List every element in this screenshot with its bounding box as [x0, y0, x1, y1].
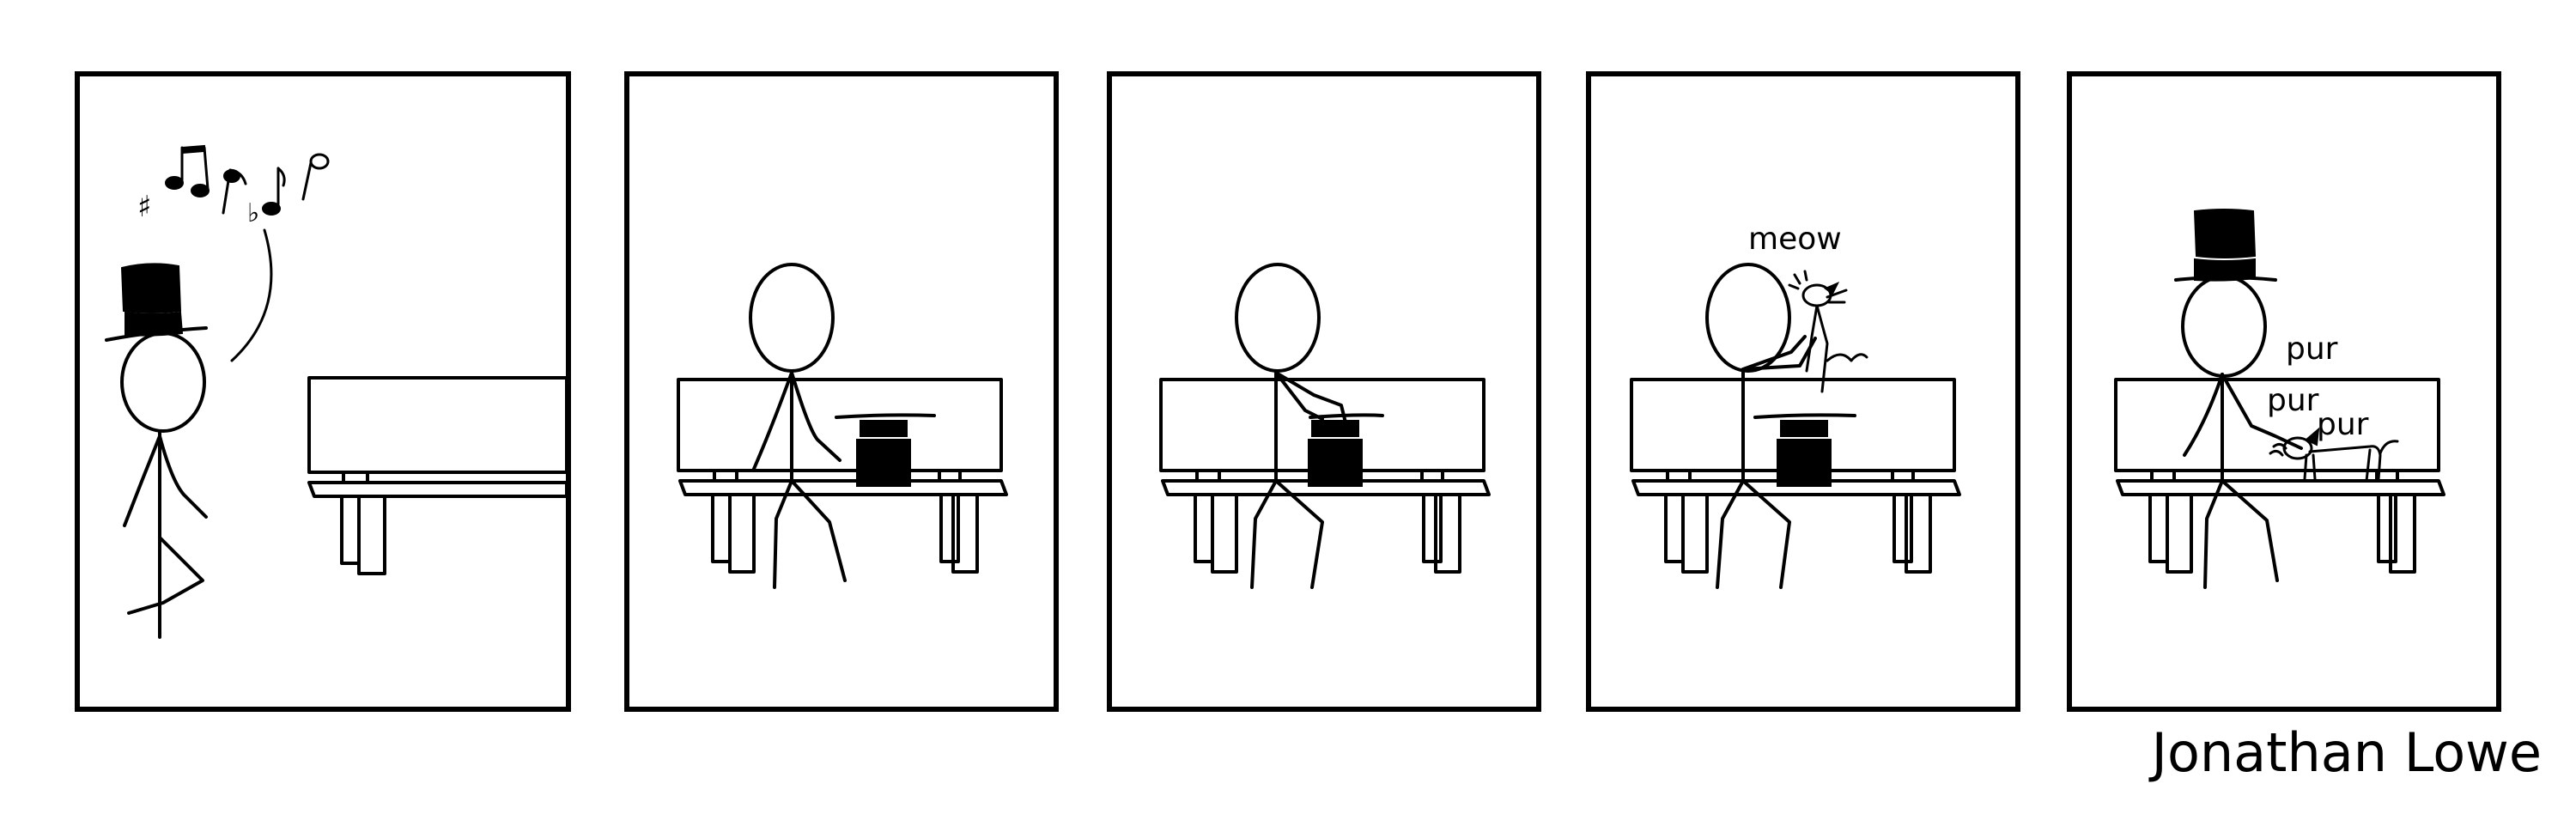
author-credit: Jonathan Lowe: [2151, 721, 2542, 784]
panel-5: pur pur pur: [2067, 71, 2501, 712]
music-notes-icon: ♯ ♭: [137, 144, 330, 228]
panel-4-frame: [1586, 71, 2020, 712]
stick-figure-2: [749, 263, 847, 589]
speech-tail: [230, 228, 273, 362]
cat-icon: [1788, 270, 1868, 393]
top-hat-icon: [1753, 413, 1856, 487]
panel-4: meow: [1586, 71, 2020, 712]
cat-icon: [2269, 427, 2399, 483]
top-hat-icon: [2174, 209, 2277, 282]
panel-1-frame: [75, 71, 571, 712]
top-hat-icon: [835, 413, 936, 487]
bench-icon: [1159, 378, 1491, 574]
stick-figure-5: [2181, 275, 2303, 589]
panel-2: [624, 71, 1059, 712]
bench-icon: [307, 376, 568, 575]
meow-text: meow: [1748, 222, 1842, 257]
panel-3-frame: [1107, 71, 1541, 712]
panel-1: ♯ ♭: [75, 71, 571, 712]
pur-text-3: pur: [2317, 407, 2369, 442]
bench-icon: [2114, 378, 2445, 574]
sharp-sign: ♯: [137, 190, 151, 224]
bench-icon: [677, 378, 1008, 574]
pur-text-1: pur: [2286, 331, 2338, 367]
pur-text-2: pur: [2267, 383, 2319, 418]
top-hat-icon: [1308, 413, 1384, 487]
panel-2-frame: [624, 71, 1059, 712]
top-hat-icon: [105, 263, 208, 342]
panel-5-frame: [2067, 71, 2501, 712]
panel-3: [1107, 71, 1541, 712]
flat-sign: ♭: [247, 198, 259, 228]
stick-figure-1: [120, 331, 208, 639]
